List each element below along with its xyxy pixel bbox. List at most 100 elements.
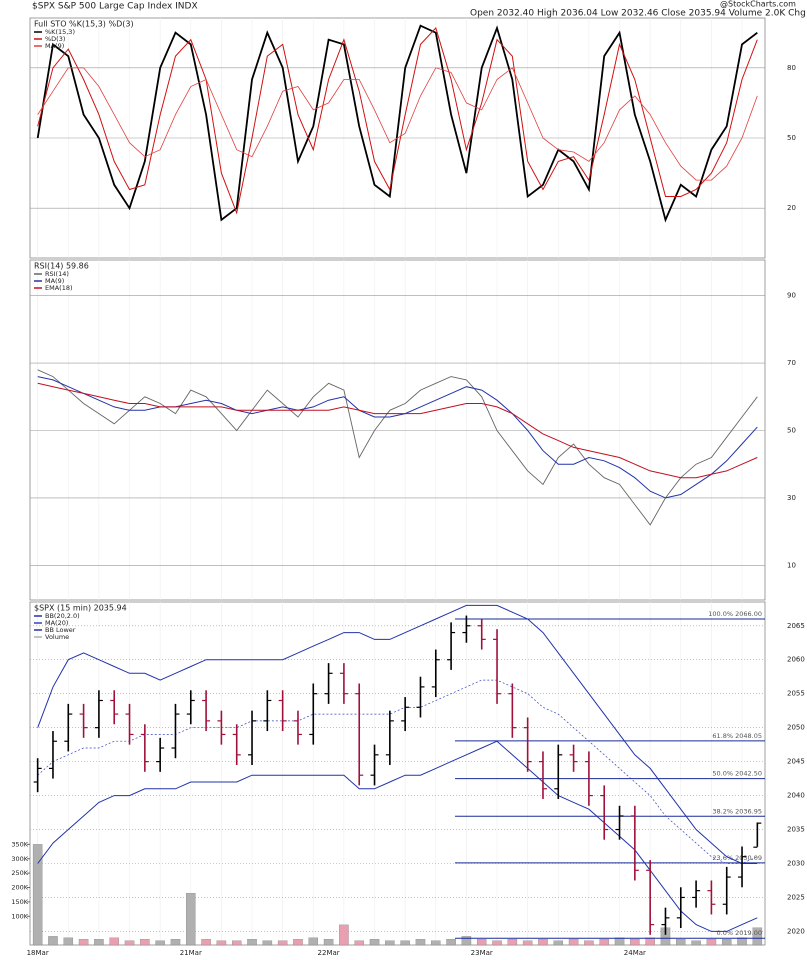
y2-tick-label: 350K: [11, 840, 28, 848]
legend-label: Volume: [45, 633, 69, 641]
y-tick-label: 70: [787, 359, 796, 367]
fib-label: 0.0% 2019.00: [717, 929, 762, 937]
volume-bar: [630, 939, 640, 946]
series-line: [37, 67, 758, 181]
y2-tick-label: 100K: [11, 912, 28, 920]
volume-bar: [538, 939, 548, 946]
panel-frame: [29, 259, 766, 601]
volume-bar: [461, 936, 472, 946]
volume-bar: [431, 940, 441, 946]
series-line: [36, 24, 758, 223]
volume-bar: [155, 940, 165, 946]
volume-bar: [32, 844, 43, 946]
volume-bar: [476, 939, 487, 946]
legend-label: MA(20): [45, 619, 68, 627]
chart-header-title: $SPX S&P 500 Large Cap Index INDX: [32, 2, 198, 12]
legend-label: RSI(14): [45, 270, 69, 278]
volume-bar: [323, 939, 334, 946]
fib-label: 38.2% 2036.95: [712, 807, 762, 815]
y-tick-label: 50: [787, 134, 796, 142]
y-tick-label: 80: [787, 64, 796, 72]
series-line: [37, 382, 758, 479]
volume-bar: [247, 939, 257, 946]
volume-bar: [277, 940, 288, 946]
volume-bar: [78, 939, 89, 946]
volume-bar: [231, 940, 242, 946]
volume-bar: [186, 893, 196, 946]
volume-bar: [293, 939, 303, 946]
series-line: [37, 369, 758, 526]
volume-bar: [599, 939, 609, 946]
volume-bar: [721, 939, 732, 946]
series-line: [37, 27, 758, 215]
y-tick-label: 2055: [787, 690, 805, 698]
volume-bar: [568, 939, 579, 946]
quote-line: Open 2032.40 High 2036.04 Low 2032.46 Cl…: [470, 9, 807, 19]
volume-bar: [400, 940, 410, 946]
volume-bar: [614, 937, 625, 946]
panel-title: RSI(14) 59.86: [34, 262, 89, 271]
volume-bar: [737, 937, 747, 946]
volume-bar: [553, 940, 564, 946]
volume-bar: [170, 939, 181, 946]
volume-bar: [706, 939, 717, 946]
volume-bar: [201, 939, 211, 946]
volume-bar: [48, 936, 58, 946]
volume-bar: [140, 939, 150, 946]
y-tick-label: 2030: [787, 859, 805, 867]
volume-bar: [752, 927, 763, 946]
volume-bar: [645, 937, 655, 946]
series-line: [37, 740, 758, 932]
y-tick-label: 2050: [787, 724, 805, 732]
y-tick-label: 2035: [787, 826, 805, 834]
x-tick-label: 21Mar: [180, 949, 202, 957]
volume-bar: [507, 939, 518, 946]
volume-bar: [492, 940, 502, 946]
volume-bar: [262, 940, 273, 946]
fib-label: 100.0% 2066.00: [708, 610, 762, 618]
y-tick-label: 2040: [787, 792, 805, 800]
legend-label: %D(3): [45, 35, 65, 43]
y-tick-label: 2045: [787, 758, 805, 766]
y-tick-label: 2065: [787, 622, 805, 630]
y-tick-label: 2020: [787, 927, 805, 935]
x-tick-label: 23Mar: [471, 949, 493, 957]
legend-label: MA(9): [45, 42, 64, 50]
x-tick-label: 18Mar: [27, 949, 49, 957]
volume-bar: [691, 940, 701, 946]
y-tick-label: 10: [787, 561, 796, 569]
volume-bar: [584, 940, 594, 946]
volume-bar: [385, 940, 395, 946]
x-tick-label: 24Mar: [624, 949, 646, 957]
fib-label: 23.6% 2030.09: [712, 854, 762, 862]
volume-bar: [354, 940, 364, 946]
legend-label: BB(20,2.0): [45, 612, 80, 620]
volume-bar: [676, 939, 686, 946]
x-tick-label: 22Mar: [318, 949, 340, 957]
series-line: [37, 376, 758, 499]
panel-title: $SPX (15 min) 2035.94: [34, 604, 127, 613]
volume-bar: [308, 937, 319, 946]
y2-tick-label: 200K: [11, 884, 28, 892]
y-tick-label: 2060: [787, 656, 805, 664]
y-tick-label: 2025: [787, 893, 805, 901]
volume-bar: [339, 924, 349, 946]
volume-bar: [124, 940, 135, 946]
series-line: [37, 604, 758, 864]
panel-title: Full STO %K(15,3) %D(3): [34, 20, 134, 29]
y-tick-label: 30: [787, 494, 796, 502]
fib-label: 61.8% 2048.05: [712, 732, 762, 740]
y2-tick-label: 250K: [11, 869, 28, 877]
volume-bar: [109, 937, 119, 946]
y-tick-label: 90: [787, 292, 796, 300]
volume-bar: [522, 940, 533, 946]
volume-bar: [446, 939, 456, 946]
legend-label: BB Lower: [45, 626, 76, 634]
y2-tick-label: 150K: [11, 898, 28, 906]
volume-bar: [63, 937, 74, 946]
panel-frame: [29, 601, 766, 946]
volume-bar: [216, 940, 227, 946]
volume-bar: [415, 939, 426, 946]
